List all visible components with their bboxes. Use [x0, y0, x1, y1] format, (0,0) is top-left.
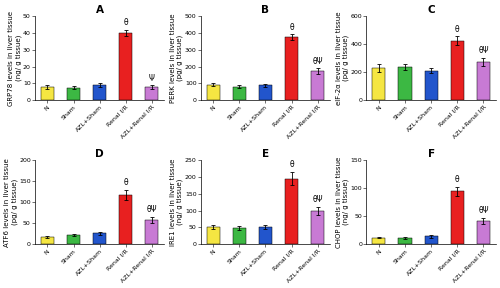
Bar	[93, 233, 106, 244]
Bar	[232, 228, 246, 244]
Y-axis label: GRP78 levels in liver tissue
(ng/ g tissue): GRP78 levels in liver tissue (ng/ g tiss…	[8, 11, 22, 106]
Bar	[41, 87, 54, 100]
Bar	[372, 68, 386, 100]
Bar	[477, 62, 490, 100]
Bar	[259, 85, 272, 100]
Bar	[120, 33, 132, 100]
Text: θ: θ	[455, 175, 460, 184]
Bar	[146, 220, 158, 244]
Text: F: F	[428, 149, 434, 158]
Bar	[285, 179, 298, 244]
Text: B: B	[262, 5, 270, 14]
Text: θΨ: θΨ	[478, 206, 488, 215]
Bar	[398, 67, 411, 100]
Bar	[450, 191, 464, 244]
Bar	[424, 71, 438, 100]
Text: θ: θ	[289, 23, 294, 32]
Bar	[372, 238, 386, 244]
Text: θΨ: θΨ	[146, 205, 157, 215]
Bar	[450, 41, 464, 100]
Bar	[67, 235, 80, 244]
Text: θΨ: θΨ	[312, 195, 323, 204]
Bar	[398, 238, 411, 244]
Text: θΨ: θΨ	[312, 57, 323, 66]
Bar	[41, 237, 54, 244]
Y-axis label: ATF6 levels in liver tissue
(pg/ g tissue): ATF6 levels in liver tissue (pg/ g tissu…	[4, 158, 18, 247]
Y-axis label: PERK levels in liver tissue
(pg/ g tissue): PERK levels in liver tissue (pg/ g tissu…	[170, 14, 183, 103]
Bar	[477, 221, 490, 244]
Bar	[120, 195, 132, 244]
Text: C: C	[428, 5, 435, 14]
Bar	[285, 37, 298, 100]
Bar	[311, 71, 324, 100]
Text: Ψ: Ψ	[149, 74, 155, 83]
Bar	[67, 88, 80, 100]
Text: D: D	[96, 149, 104, 158]
Text: E: E	[262, 149, 269, 158]
Text: θΨ: θΨ	[478, 46, 488, 55]
Text: A: A	[96, 5, 104, 14]
Text: θ: θ	[289, 160, 294, 169]
Bar	[206, 85, 220, 100]
Y-axis label: eIF-2α levels in liver tissue
(pg/ g tissue): eIF-2α levels in liver tissue (pg/ g tis…	[336, 12, 349, 105]
Bar	[424, 236, 438, 244]
Bar	[146, 87, 158, 100]
Text: θ: θ	[124, 178, 128, 187]
Bar	[93, 85, 106, 100]
Bar	[259, 227, 272, 244]
Text: θ: θ	[455, 25, 460, 34]
Text: θ: θ	[124, 18, 128, 27]
Y-axis label: IRE1 levels in liver tissue
(ng/ g tissue): IRE1 levels in liver tissue (ng/ g tissu…	[170, 159, 183, 246]
Bar	[206, 227, 220, 244]
Bar	[232, 86, 246, 100]
Y-axis label: CHOP levels in liver tissue
(ng/ g tissue): CHOP levels in liver tissue (ng/ g tissu…	[336, 157, 349, 248]
Bar	[311, 211, 324, 244]
